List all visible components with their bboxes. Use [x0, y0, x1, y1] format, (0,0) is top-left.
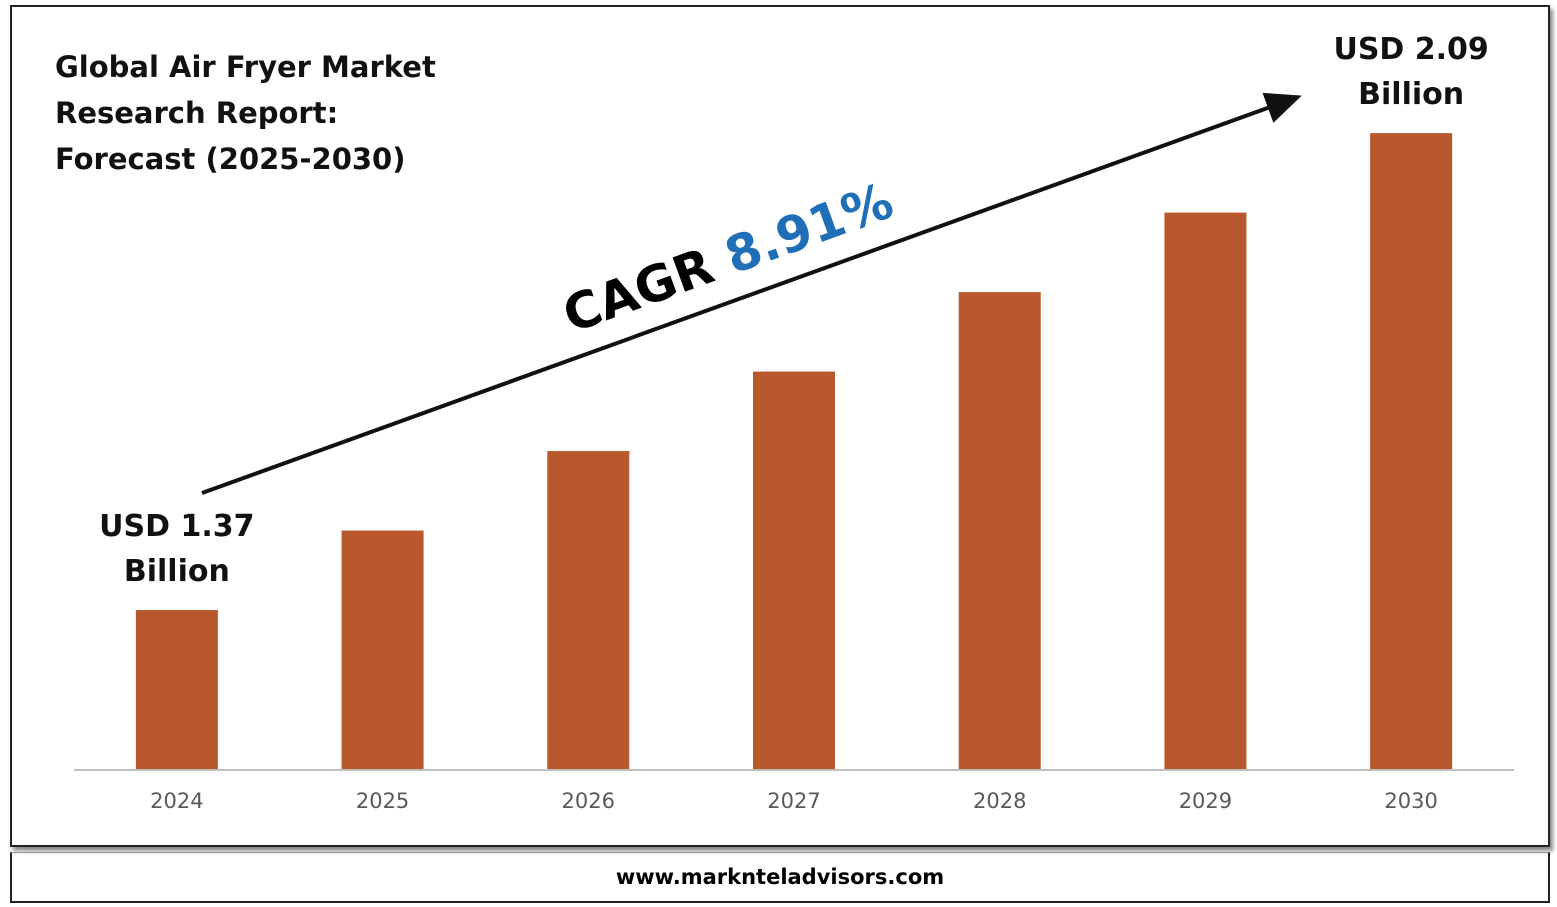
bar [1164, 212, 1247, 770]
bar [958, 292, 1041, 769]
value-label: USD 1.37 Billion [99, 509, 255, 590]
x-tick-label: 2024 [150, 789, 203, 813]
bar [135, 610, 218, 769]
bar [1370, 133, 1453, 770]
footer: www.marknteladvisors.com [10, 852, 1550, 903]
x-tick-label: 2025 [356, 789, 409, 813]
chart-title: Global Air Fryer Market Research Report:… [55, 50, 436, 176]
bar [341, 530, 424, 769]
x-tick-label: 2028 [973, 789, 1026, 813]
x-tick-label: 2030 [1384, 789, 1437, 813]
x-tick-label: 2029 [1179, 789, 1232, 813]
bar [547, 451, 630, 769]
value-label: USD 2.09 Billion [1333, 32, 1489, 113]
bar [753, 371, 835, 769]
growth-arrow [201, 92, 1302, 495]
x-tick-label: 2026 [562, 789, 615, 813]
x-tick-label: 2027 [767, 789, 820, 813]
